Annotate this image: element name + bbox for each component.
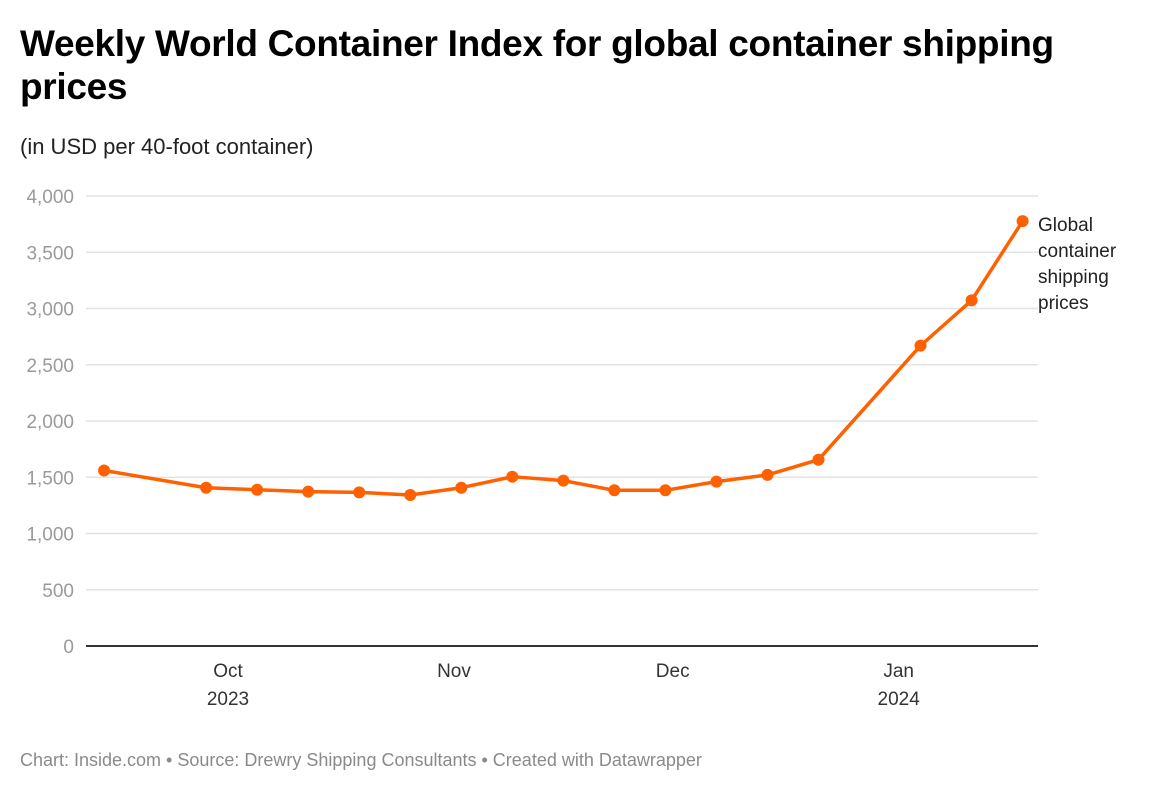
- y-tick-label: 3,500: [26, 243, 74, 264]
- data-point: [965, 294, 978, 307]
- series-line: [103, 220, 1025, 497]
- data-point: [608, 484, 621, 497]
- chart-title: Weekly World Container Index for global …: [20, 23, 1054, 107]
- data-point: [710, 475, 723, 488]
- y-tick-label: 2,000: [26, 412, 74, 433]
- y-tick-label: 4,000: [26, 187, 74, 208]
- y-tick-label: 500: [42, 581, 74, 602]
- x-tick-sublabel: 2023: [207, 689, 249, 710]
- x-tick-label: Dec: [656, 661, 690, 682]
- data-point: [302, 485, 315, 498]
- data-point: [506, 470, 519, 483]
- y-tick-label: 0: [63, 637, 74, 658]
- y-tick-label: 3,000: [26, 300, 74, 321]
- y-tick-label: 1,000: [26, 525, 74, 546]
- data-point: [557, 474, 570, 487]
- chart-footer: Chart: Inside.com • Source: Drewry Shipp…: [20, 750, 702, 770]
- data-point: [761, 468, 774, 481]
- chart-subtitle: (in USD per 40-foot container): [20, 134, 314, 159]
- data-point: [1016, 215, 1029, 228]
- series-label: shipping: [1038, 267, 1109, 288]
- data-point: [659, 484, 672, 497]
- data-point: [251, 483, 264, 496]
- data-point: [98, 464, 111, 477]
- data-point: [914, 339, 927, 352]
- series-label: prices: [1038, 293, 1089, 314]
- x-tick-label: Jan: [883, 661, 914, 682]
- data-point: [353, 486, 366, 499]
- data-point: [455, 481, 468, 494]
- x-tick-label: Nov: [437, 661, 471, 682]
- data-point: [200, 481, 213, 494]
- y-tick-label: 2,500: [26, 356, 74, 377]
- data-point: [812, 453, 825, 466]
- x-tick-sublabel: 2024: [878, 689, 921, 710]
- y-tick-label: 1,500: [26, 468, 74, 489]
- data-point: [404, 489, 417, 502]
- series-label: container: [1038, 241, 1117, 262]
- x-tick-label: Oct: [213, 661, 243, 682]
- series-label: Global: [1038, 215, 1093, 236]
